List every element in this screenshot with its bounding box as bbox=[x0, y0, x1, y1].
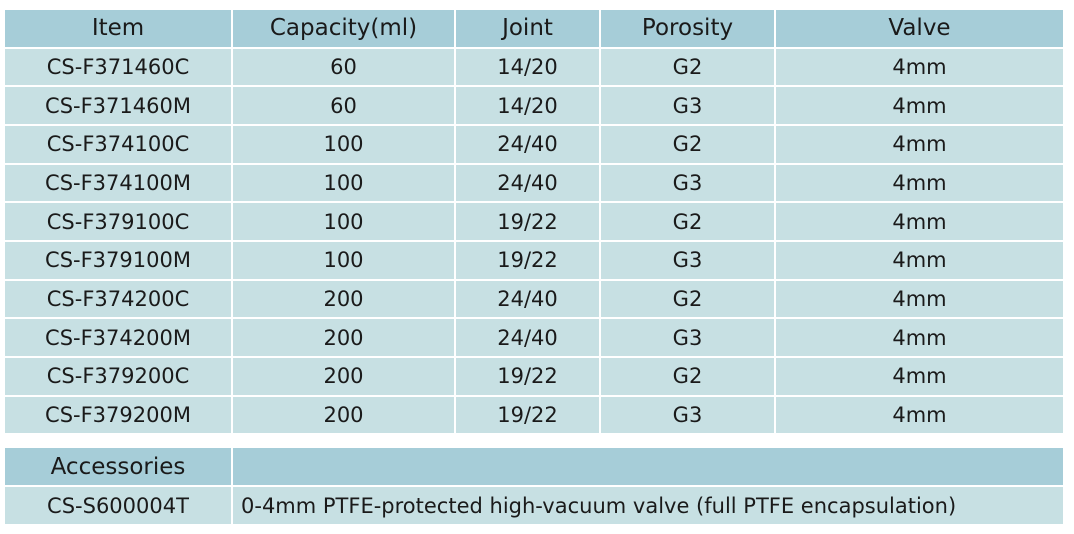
table-cell: 200 bbox=[233, 396, 456, 436]
table-cell: 4mm bbox=[776, 280, 1065, 320]
table-cell: G2 bbox=[601, 280, 776, 320]
table-cell: 14/20 bbox=[456, 48, 601, 88]
table-cell: 4mm bbox=[776, 203, 1065, 242]
table-cell: 60 bbox=[233, 87, 456, 126]
table-cell: 4mm bbox=[776, 48, 1065, 88]
table-cell: G2 bbox=[601, 358, 776, 397]
table-cell: G3 bbox=[601, 396, 776, 436]
accessory-item: CS-S600004T bbox=[5, 487, 233, 526]
table-cell: CS-F379200M bbox=[5, 396, 233, 436]
table-cell: G3 bbox=[601, 319, 776, 359]
table-cell: 4mm bbox=[776, 125, 1065, 165]
table-cell: 24/40 bbox=[456, 125, 601, 165]
header-cell: Capacity(ml) bbox=[233, 10, 456, 49]
table-cell: 19/22 bbox=[456, 358, 601, 397]
table-cell: CS-F374200C bbox=[5, 280, 233, 320]
table-cell: 19/22 bbox=[456, 242, 601, 281]
table-cell: G2 bbox=[601, 48, 776, 88]
table-cell: CS-F374100M bbox=[5, 164, 233, 204]
table-cell: 4mm bbox=[776, 319, 1065, 359]
table-cell: 4mm bbox=[776, 164, 1065, 204]
accessories-title: Accessories bbox=[5, 448, 233, 487]
table-cell: 100 bbox=[233, 203, 456, 242]
table-cell: 19/22 bbox=[456, 396, 601, 436]
table-cell: 200 bbox=[233, 319, 456, 359]
header-cell: Valve bbox=[776, 10, 1065, 49]
table-cell: 4mm bbox=[776, 358, 1065, 397]
table-cell: 24/40 bbox=[456, 280, 601, 320]
table-cell: 100 bbox=[233, 125, 456, 165]
table-cell: CS-F379200C bbox=[5, 358, 233, 397]
table-cell: 4mm bbox=[776, 87, 1065, 126]
table-cell: CS-F374200M bbox=[5, 319, 233, 359]
table-cell: 200 bbox=[233, 280, 456, 320]
table-cell: G3 bbox=[601, 87, 776, 126]
table-cell: 24/40 bbox=[456, 319, 601, 359]
table-cell: CS-F379100M bbox=[5, 242, 233, 281]
header-cell: Item bbox=[5, 10, 233, 49]
header-cell: Porosity bbox=[601, 10, 776, 49]
table-cell: CS-F379100C bbox=[5, 203, 233, 242]
table-cell: CS-F374100C bbox=[5, 125, 233, 165]
table-cell: 19/22 bbox=[456, 203, 601, 242]
table-cell: 200 bbox=[233, 358, 456, 397]
table-cell: 24/40 bbox=[456, 164, 601, 204]
accessories-header-blank bbox=[233, 448, 1065, 487]
table-cell: G3 bbox=[601, 164, 776, 204]
table-cell: 4mm bbox=[776, 396, 1065, 436]
table-cell: CS-F371460M bbox=[5, 87, 233, 126]
table-cell: G2 bbox=[601, 203, 776, 242]
table-cell: 60 bbox=[233, 48, 456, 88]
table-cell: CS-F371460C bbox=[5, 48, 233, 88]
table-cell: 14/20 bbox=[456, 87, 601, 126]
table-cell: 4mm bbox=[776, 242, 1065, 281]
table-cell: G2 bbox=[601, 125, 776, 165]
table-cell: G3 bbox=[601, 242, 776, 281]
accessory-description: 0-4mm PTFE-protected high-vacuum valve (… bbox=[233, 487, 1065, 526]
table-cell: 100 bbox=[233, 242, 456, 281]
header-cell: Joint bbox=[456, 10, 601, 49]
table-cell: 100 bbox=[233, 164, 456, 204]
